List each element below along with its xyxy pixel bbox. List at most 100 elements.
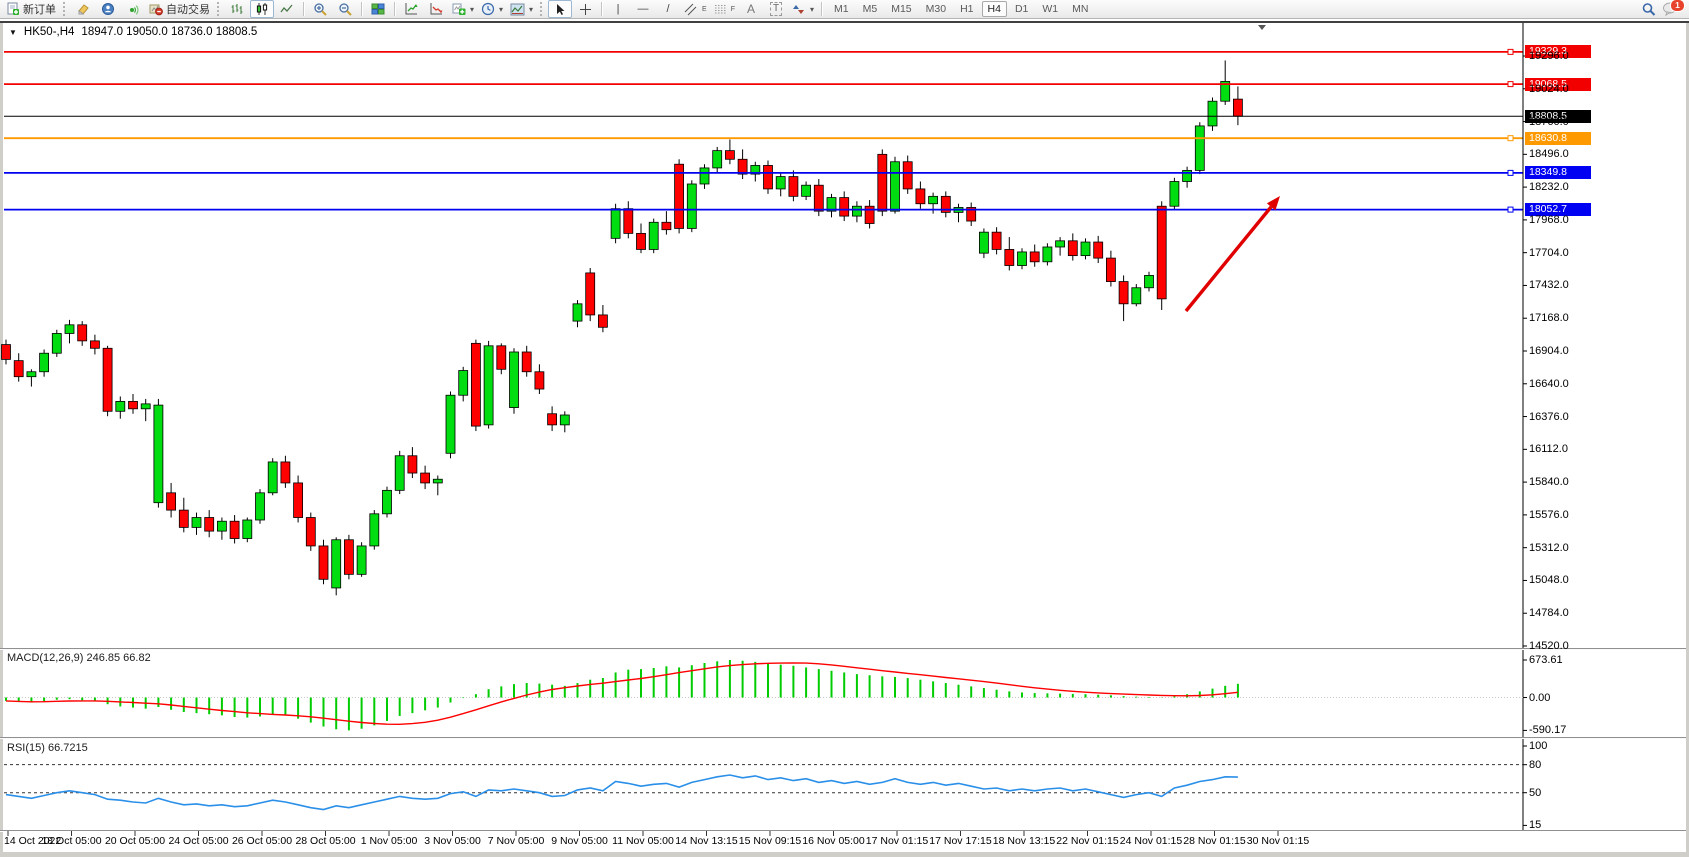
channel-icon-letter: E xyxy=(702,5,707,13)
toolbar-grip xyxy=(217,2,221,16)
annotation-arrow[interactable] xyxy=(1184,205,1273,313)
trendline-button[interactable]: / xyxy=(656,0,680,18)
panel-divider[interactable] xyxy=(0,648,1686,649)
timeframe-button-m5[interactable]: M5 xyxy=(862,3,878,15)
dropdown-caret: ▾ xyxy=(529,4,534,14)
candlestick-chart-button[interactable] xyxy=(250,0,274,18)
macd-values: 246.85 66.82 xyxy=(86,652,151,664)
bar-chart-button[interactable] xyxy=(225,0,249,18)
zoom-in-button[interactable] xyxy=(308,0,332,18)
styler-button[interactable] xyxy=(71,0,95,18)
clock-icon xyxy=(481,2,495,16)
crosshair-button[interactable] xyxy=(573,0,597,18)
community-button[interactable] xyxy=(96,0,120,18)
panel-divider[interactable] xyxy=(0,831,1686,832)
tile-windows-button[interactable] xyxy=(366,0,390,18)
toolbar-separator xyxy=(394,2,395,16)
zoom-out-button[interactable] xyxy=(333,0,357,18)
dropdown-caret: ▾ xyxy=(810,4,815,14)
level-drag-handle[interactable] xyxy=(1507,135,1514,142)
trendline-icon: / xyxy=(666,3,670,15)
timeframe-button-d1[interactable]: D1 xyxy=(1014,3,1029,15)
chat-button[interactable]: 1 xyxy=(1662,0,1685,17)
level-drag-handle[interactable] xyxy=(1507,48,1514,55)
bar-chart-icon xyxy=(231,4,243,14)
arrows-button[interactable]: ▾ xyxy=(789,0,817,18)
text-label-button[interactable]: T xyxy=(764,0,788,18)
horizontal-line-button[interactable]: — xyxy=(631,0,655,18)
timeframe-button-m1[interactable]: M1 xyxy=(834,3,849,15)
chart-ohlc-values: 18947.0 19050.0 18736.0 18808.5 xyxy=(81,26,258,38)
toolbar-grip xyxy=(63,2,67,16)
fibonacci-icon xyxy=(714,4,726,13)
macd-signal-line xyxy=(5,662,1238,726)
text-icon: A xyxy=(746,2,755,16)
panel-divider[interactable] xyxy=(0,649,1686,650)
window-top-border xyxy=(0,21,1689,23)
annotation-arrow-head xyxy=(1266,196,1280,211)
chart-template-button[interactable]: ▾ xyxy=(507,0,536,18)
macd-histogram xyxy=(5,660,1239,731)
panel-divider[interactable] xyxy=(0,738,1686,739)
new-order-button[interactable]: 新订单 xyxy=(3,0,59,18)
collapse-ohlc-icon[interactable]: ▼ xyxy=(9,27,17,37)
crosshair-icon xyxy=(579,3,591,15)
toolbar-separator xyxy=(303,2,304,16)
macd-indicator-label: MACD(12,26,9) 246.85 66.82 xyxy=(7,652,151,664)
timeframe-button-h4[interactable]: H4 xyxy=(981,1,1007,17)
timeframe-button-m30[interactable]: M30 xyxy=(925,3,947,15)
cursor-button[interactable] xyxy=(548,0,573,18)
timeframe-clock-button[interactable]: ▾ xyxy=(478,0,506,18)
vertical-line-icon: | xyxy=(616,3,620,15)
cursor-icon xyxy=(556,3,565,15)
level-drag-handle[interactable] xyxy=(1507,169,1514,176)
auto-trading-icon xyxy=(149,4,163,16)
community-icon xyxy=(102,3,114,15)
timeframe-button-w1[interactable]: W1 xyxy=(1042,3,1059,15)
timeframe-button-h1[interactable]: H1 xyxy=(960,3,974,15)
toolbar-right-group: 1 xyxy=(1641,0,1686,17)
timeframe-group: M1 M5 M15 M30 H1 H4 D1 W1 MN xyxy=(828,1,1094,17)
chart-shift-marker[interactable] xyxy=(1258,25,1266,30)
dropdown-caret: ▾ xyxy=(470,4,475,14)
text-label-icon: T xyxy=(769,2,783,16)
rsi-name: RSI(15) xyxy=(7,742,45,754)
panel-divider[interactable] xyxy=(0,737,1686,738)
indicators-button[interactable] xyxy=(399,0,423,18)
vertical-line-button[interactable]: | xyxy=(606,0,630,18)
main-toolbar: 新订单 自动交易 xyxy=(0,0,1689,19)
text-button[interactable]: A xyxy=(739,0,763,18)
add-indicator-button[interactable]: ▾ xyxy=(449,0,477,18)
indicators-icon xyxy=(405,3,418,15)
notification-badge: 1 xyxy=(1670,0,1685,12)
level-drag-handle[interactable] xyxy=(1507,206,1514,213)
arrows-icon xyxy=(793,4,804,14)
dropdown-caret: ▾ xyxy=(499,4,504,14)
fibonacci-button[interactable]: F xyxy=(711,0,738,18)
tile-windows-icon xyxy=(371,3,385,15)
zoom-in-icon xyxy=(313,2,327,16)
periods-button[interactable] xyxy=(424,0,448,18)
timeframe-button-mn[interactable]: MN xyxy=(1072,3,1089,15)
toolbar-grip xyxy=(540,2,544,16)
window-right-edge xyxy=(1686,23,1689,853)
auto-trading-button[interactable]: 自动交易 xyxy=(146,0,213,18)
rsi-indicator-label: RSI(15) 66.7215 xyxy=(7,742,88,754)
equidistant-channel-icon xyxy=(684,3,697,15)
toolbar-separator xyxy=(361,2,362,16)
panel-divider[interactable] xyxy=(0,830,1686,831)
zoom-out-icon xyxy=(338,2,352,16)
equidistant-channel-button[interactable]: E xyxy=(681,0,710,18)
toolbar-separator xyxy=(821,2,823,16)
window-left-edge xyxy=(0,23,3,853)
new-order-label: 新订单 xyxy=(23,4,56,16)
rsi-line xyxy=(5,774,1238,811)
signals-button[interactable] xyxy=(121,0,145,18)
level-drag-handle[interactable] xyxy=(1507,81,1514,88)
search-icon[interactable] xyxy=(1641,2,1656,17)
timeframe-button-m15[interactable]: M15 xyxy=(891,3,912,15)
chart-title-overlay: ▼ HK50-,H4 18947.0 19050.0 18736.0 18808… xyxy=(9,26,257,38)
macd-name: MACD(12,26,9) xyxy=(7,652,84,664)
line-chart-button[interactable] xyxy=(275,0,299,18)
